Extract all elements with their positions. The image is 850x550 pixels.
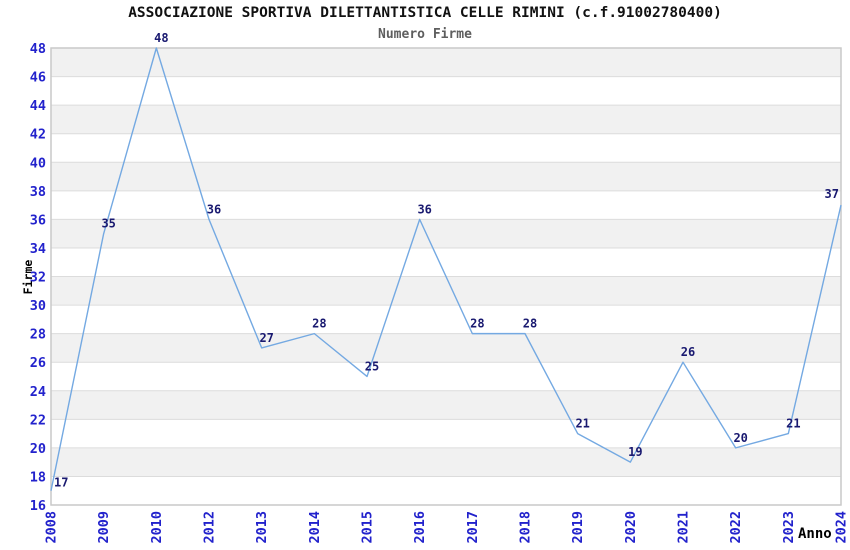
data-line (50, 47, 842, 491)
y-tick-label: 40 (30, 155, 46, 171)
value-label: 48 (154, 31, 168, 45)
x-tick-label: 2016 (412, 511, 428, 544)
value-label: 21 (575, 417, 589, 431)
value-label: 28 (470, 317, 484, 331)
y-tick-label: 32 (30, 270, 46, 286)
y-tick-label: 30 (30, 298, 46, 314)
plot-band (51, 476, 841, 505)
x-tick-label: 2012 (202, 511, 218, 544)
plot-band (51, 133, 841, 163)
x-tick-label: 2009 (96, 511, 112, 544)
value-label: 35 (101, 217, 115, 231)
plot-band (51, 419, 841, 448)
x-tick-label: 2014 (307, 511, 323, 544)
x-tick-label: 2015 (360, 511, 376, 544)
value-label: 25 (365, 359, 379, 373)
y-tick-label: 20 (30, 441, 46, 457)
plot-band (51, 305, 841, 334)
plot-band (51, 105, 841, 134)
x-tick-label: 2013 (254, 511, 270, 544)
plot-band (51, 333, 841, 363)
y-tick-label: 34 (30, 241, 46, 257)
x-tick-label: 2018 (518, 511, 534, 544)
x-tick-label: 2024 (834, 511, 850, 544)
y-tick-label: 16 (30, 498, 46, 514)
value-label: 28 (312, 317, 326, 331)
plot-band (51, 76, 841, 106)
value-label: 21 (786, 417, 800, 431)
plot-band (51, 190, 841, 220)
x-tick-label: 2019 (570, 511, 586, 544)
x-tick-label: 2017 (465, 511, 481, 544)
y-tick-label: 18 (30, 469, 46, 485)
plot-band (51, 247, 841, 277)
x-tick-label: 2020 (623, 511, 639, 544)
value-label: 28 (523, 317, 537, 331)
plot-band (51, 362, 841, 391)
plot-band (51, 276, 841, 306)
value-label: 20 (733, 431, 747, 445)
y-tick-label: 36 (30, 212, 46, 228)
y-tick-label: 42 (30, 127, 46, 143)
x-tick-label: 2008 (44, 511, 60, 544)
value-label: 36 (417, 202, 431, 216)
y-tick-label: 26 (30, 355, 46, 371)
y-tick-label: 38 (30, 184, 46, 200)
plot-band (51, 219, 841, 248)
x-tick-label: 2022 (728, 511, 744, 544)
value-label: 36 (207, 202, 221, 216)
chart-title: ASSOCIAZIONE SPORTIVA DILETTANTISTICA CE… (128, 5, 722, 21)
plot-border (50, 47, 842, 506)
y-tick-label: 44 (30, 98, 46, 114)
y-tick-label: 46 (30, 70, 46, 86)
x-tick-label: 2021 (676, 511, 692, 544)
value-label: 26 (681, 345, 695, 359)
value-label: 37 (825, 187, 839, 201)
x-tick-label: 2023 (781, 511, 797, 544)
plot-band (51, 162, 841, 191)
plot-band (51, 48, 841, 77)
value-label: 27 (259, 331, 273, 345)
y-tick-label: 24 (30, 384, 46, 400)
y-tick-label: 22 (30, 412, 46, 428)
y-tick-label: 28 (30, 327, 46, 343)
plot-band (51, 390, 841, 420)
y-tick-label: 48 (30, 41, 46, 57)
chart-subtitle: Numero Firme (378, 27, 472, 42)
value-label: 19 (628, 445, 642, 459)
value-label: 17 (54, 476, 68, 490)
x-axis-title: Anno (798, 526, 832, 542)
plot-band (51, 447, 841, 477)
x-tick-label: 2010 (149, 511, 165, 544)
